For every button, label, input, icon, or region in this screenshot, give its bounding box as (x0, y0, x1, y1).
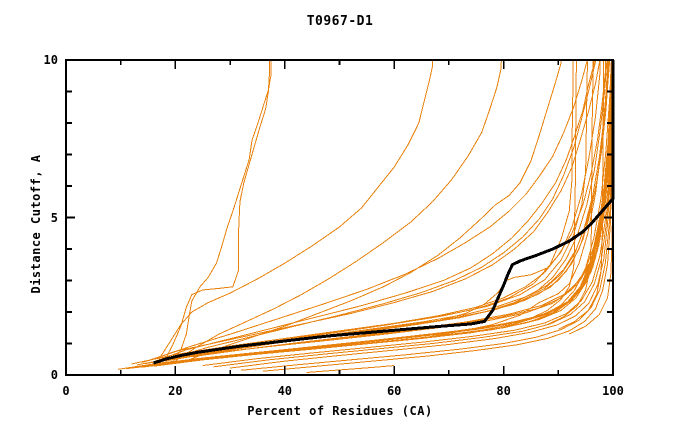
prediction-curve (153, 60, 610, 363)
prediction-curve (131, 59, 613, 369)
prediction-curve (161, 59, 613, 366)
page-title: T0967-D1 (306, 14, 374, 29)
data-series-layer (117, 59, 615, 373)
prediction-curve (186, 60, 613, 363)
x-tick-label: 60 (386, 384, 402, 398)
prediction-curve (213, 59, 613, 368)
prediction-curve (175, 59, 502, 362)
y-tick-label: 5 (50, 210, 58, 225)
x-axis-label: Percent of Residues (CA) (247, 404, 433, 418)
x-tick-label: 20 (168, 384, 183, 398)
prediction-curve (158, 60, 433, 360)
prediction-curve (191, 59, 613, 358)
prediction-curve (126, 59, 613, 370)
x-tick-label: 80 (496, 384, 511, 398)
x-tick-label: 0 (62, 384, 70, 398)
x-tick-label: 100 (602, 384, 624, 398)
prediction-curve (137, 59, 613, 368)
prediction-curve (558, 60, 605, 330)
y-tick-label: 0 (50, 368, 58, 382)
prediction-curve (131, 60, 606, 365)
prediction-curve (262, 60, 613, 372)
axis-frame-layer (65, 59, 614, 376)
prediction-curve (169, 59, 613, 365)
prediction-curve (547, 60, 594, 326)
prediction-curve (306, 365, 395, 373)
prediction-curve (202, 59, 613, 367)
prediction-curve (164, 60, 270, 362)
prediction-curve (117, 59, 612, 370)
reference-curve (153, 60, 615, 365)
prediction-curve (147, 59, 588, 362)
prediction-curve (178, 60, 613, 364)
prediction-curve (530, 60, 577, 319)
prediction-curve (164, 59, 597, 361)
prediction-curve (169, 60, 588, 361)
prediction-curve (240, 60, 613, 371)
prediction-curve (426, 59, 609, 338)
y-tick-label: 10 (43, 53, 58, 67)
prediction-curve (142, 59, 601, 363)
x-tick-label: 40 (277, 384, 293, 398)
prediction-curve (142, 59, 613, 368)
prediction-curve (153, 59, 595, 363)
